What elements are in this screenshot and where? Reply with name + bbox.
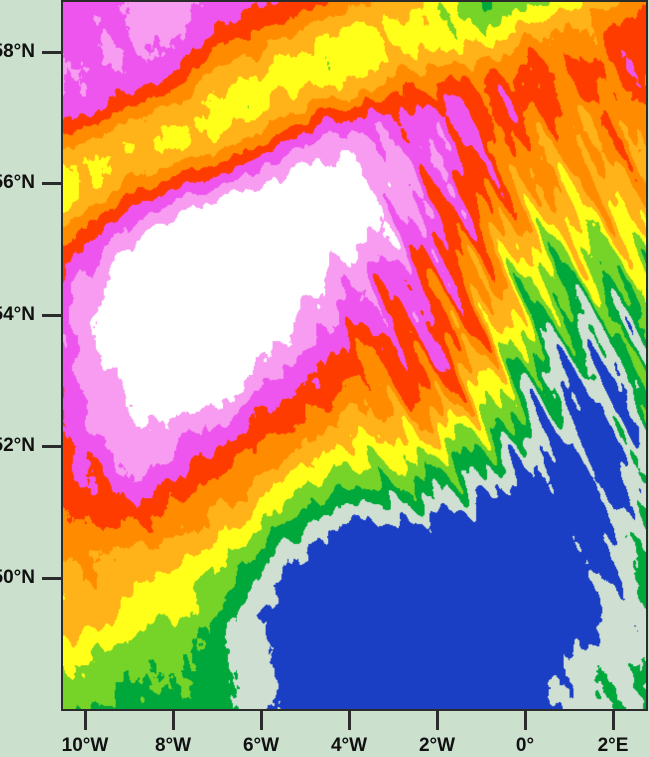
x-tick-mark xyxy=(348,711,351,730)
contour-field xyxy=(63,2,646,709)
x-tick-label: 2°E xyxy=(597,735,629,756)
x-tick-label: 6°W xyxy=(242,735,280,756)
x-tick-mark xyxy=(260,711,263,730)
x-tick-mark xyxy=(436,711,439,730)
y-tick-mark xyxy=(42,51,61,54)
y-tick-label: 58°N xyxy=(0,41,35,62)
y-tick-label: 56°N xyxy=(0,172,35,193)
x-tick-label: 0° xyxy=(515,735,535,756)
y-tick-mark xyxy=(42,445,61,448)
y-tick-mark xyxy=(42,577,61,580)
x-tick-mark xyxy=(84,711,87,730)
plot-area xyxy=(61,0,648,711)
x-tick-label: 8°W xyxy=(154,735,192,756)
y-tick-label: 52°N xyxy=(0,435,35,456)
x-tick-mark xyxy=(172,711,175,730)
x-tick-mark xyxy=(612,711,615,730)
y-tick-label: 50°N xyxy=(0,567,35,588)
y-tick-mark xyxy=(42,182,61,185)
x-tick-label: 4°W xyxy=(330,735,368,756)
x-tick-label: 10°W xyxy=(61,735,109,756)
y-tick-mark xyxy=(42,314,61,317)
y-tick-label: 54°N xyxy=(0,304,35,325)
x-tick-mark xyxy=(524,711,527,730)
x-tick-label: 2°W xyxy=(418,735,456,756)
